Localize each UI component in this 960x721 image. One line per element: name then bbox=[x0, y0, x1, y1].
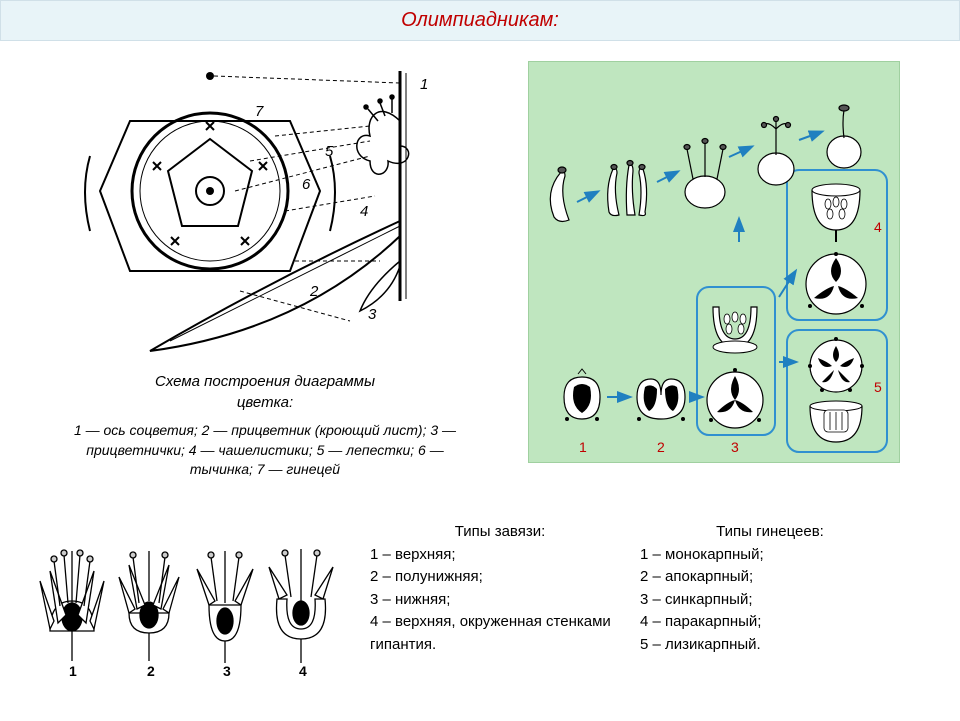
ovary-item-2: 2 – полунижняя; bbox=[370, 566, 630, 589]
ovary-title: Типы завязи: bbox=[370, 521, 630, 544]
flower-diagram-block: 1 2 3 4 5 6 7 Схема построения диаграммы… bbox=[70, 61, 460, 480]
main-content: 1 2 3 4 5 6 7 Схема построения диаграммы… bbox=[0, 41, 960, 721]
gynoecium-text-col: Типы гинецеев: 1 – монокарпный; 2 – апок… bbox=[640, 521, 900, 656]
ovary-svg: 1 2 3 4 bbox=[35, 541, 345, 681]
ovary-item-1: 1 – верхняя; bbox=[370, 544, 630, 567]
gynoecium-title: Типы гинецеев: bbox=[640, 521, 900, 544]
flower-diagram-svg: 1 2 3 4 5 6 7 bbox=[70, 61, 460, 361]
header-bar: Олимпиадникам: bbox=[0, 0, 960, 41]
label-5: 5 bbox=[325, 143, 334, 160]
gyn-item-1: 1 – монокарпный; bbox=[640, 544, 900, 567]
gynoecium-panel: 1 2 3 4 5 bbox=[528, 61, 900, 463]
gyn-item-4: 4 – паракарпный; bbox=[640, 611, 900, 634]
ovary-item-3: 3 – нижняя; bbox=[370, 589, 630, 612]
ovary-num-2: 2 bbox=[147, 663, 155, 679]
gyn-num-1: 1 bbox=[579, 439, 587, 455]
gyn-item-2: 2 – апокарпный; bbox=[640, 566, 900, 589]
gyn-num-5: 5 bbox=[874, 379, 882, 395]
diagram-legend: 1 — ось соцветия; 2 — прицветник (кроющи… bbox=[70, 421, 460, 480]
ovary-row: 1 2 3 4 bbox=[35, 541, 345, 681]
label-6: 6 bbox=[302, 176, 311, 193]
header-title: Олимпиадникам: bbox=[401, 9, 559, 31]
label-2: 2 bbox=[309, 283, 319, 300]
label-1: 1 bbox=[420, 76, 428, 93]
gyn-item-3: 3 – синкарпный; bbox=[640, 589, 900, 612]
ovary-num-4: 4 bbox=[299, 663, 307, 679]
gyn-num-2: 2 bbox=[657, 439, 665, 455]
ovary-text-col: Типы завязи: 1 – верхняя; 2 – полунижняя… bbox=[370, 521, 630, 656]
diagram-caption: Схема построения диаграммы цветка: bbox=[70, 371, 460, 413]
ovary-num-3: 3 bbox=[223, 663, 231, 679]
gyn-num-4: 4 bbox=[874, 219, 882, 235]
bottom-row bbox=[564, 287, 775, 435]
ovary-item-4: 4 – верхняя, окруженная стенками гипанти… bbox=[370, 611, 630, 656]
gynoecium-svg: 1 2 3 4 5 bbox=[529, 62, 899, 462]
gyn-num-3: 3 bbox=[731, 439, 739, 455]
ovary-num-1: 1 bbox=[69, 663, 77, 679]
gyn-item-5: 5 – лизикарпный. bbox=[640, 634, 900, 657]
label-3: 3 bbox=[368, 306, 377, 323]
label-7: 7 bbox=[255, 103, 264, 120]
label-4: 4 bbox=[360, 203, 368, 220]
